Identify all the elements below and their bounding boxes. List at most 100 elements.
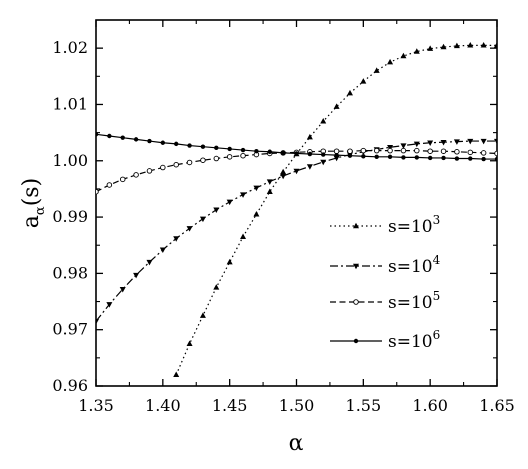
data-point xyxy=(227,146,232,152)
data-point xyxy=(213,284,220,290)
data-point xyxy=(427,155,433,161)
legend-marker xyxy=(353,263,359,270)
data-point xyxy=(199,312,206,318)
legend-marker xyxy=(353,222,359,229)
x-tick-label: 1.65 xyxy=(479,396,515,415)
data-point xyxy=(413,48,420,54)
data-point xyxy=(441,155,446,161)
data-point xyxy=(173,161,179,168)
data-point xyxy=(387,145,394,151)
y-tick-label: 1.01 xyxy=(52,94,88,113)
data-point xyxy=(400,52,407,59)
legend-label: s=106 xyxy=(388,328,440,352)
data-point xyxy=(280,150,286,156)
data-point xyxy=(214,145,219,151)
data-point xyxy=(146,259,153,266)
data-point xyxy=(440,43,447,50)
data-point xyxy=(333,103,340,109)
data-point xyxy=(266,188,273,194)
data-point xyxy=(254,148,259,154)
data-point xyxy=(120,135,125,140)
data-point xyxy=(333,148,340,154)
data-point xyxy=(187,143,192,148)
data-point xyxy=(160,140,166,145)
data-point xyxy=(374,154,379,160)
x-tick-label: 1.55 xyxy=(346,396,382,415)
data-point xyxy=(159,247,166,254)
data-point xyxy=(306,133,313,140)
data-point xyxy=(373,147,380,154)
y-tick-label: 0.99 xyxy=(52,207,88,226)
series-1 xyxy=(173,42,497,377)
y-tick-label: 0.96 xyxy=(52,376,88,395)
data-point xyxy=(494,156,497,162)
data-point xyxy=(133,137,139,142)
data-point xyxy=(186,226,193,232)
data-point xyxy=(186,159,193,166)
data-point xyxy=(360,147,367,154)
y-tick-label: 0.98 xyxy=(52,263,88,282)
legend-entry: s=103 xyxy=(330,213,440,237)
data-point xyxy=(347,148,353,154)
data-point xyxy=(427,45,434,51)
data-point xyxy=(454,156,460,161)
data-point xyxy=(96,319,99,325)
data-point xyxy=(387,147,393,154)
data-point xyxy=(480,138,487,145)
data-point xyxy=(467,42,474,48)
data-point xyxy=(240,152,246,159)
data-point xyxy=(147,138,152,144)
data-point xyxy=(133,172,139,178)
legend-marker xyxy=(353,338,359,344)
data-point xyxy=(133,272,140,279)
legend-entry: s=105 xyxy=(330,289,440,313)
series-line xyxy=(175,44,497,375)
data-point xyxy=(294,151,299,156)
x-tick-label: 1.60 xyxy=(412,396,448,415)
data-point xyxy=(413,141,420,148)
legend: s=103 s=104 s=105 s=106 xyxy=(330,213,441,352)
data-point xyxy=(427,140,434,147)
data-point xyxy=(454,149,460,155)
data-point xyxy=(267,149,272,154)
data-point xyxy=(240,233,247,239)
data-point xyxy=(253,210,260,217)
data-point xyxy=(320,118,327,124)
data-point xyxy=(253,185,260,192)
data-point xyxy=(373,67,380,73)
legend-marker xyxy=(353,299,359,305)
series-2 xyxy=(96,138,497,325)
data-point xyxy=(160,164,166,171)
data-point xyxy=(440,139,447,146)
data-point xyxy=(427,148,433,154)
data-point xyxy=(280,168,287,175)
legend-label: s=103 xyxy=(388,213,440,237)
data-point xyxy=(481,156,486,162)
data-point xyxy=(146,168,153,174)
data-point xyxy=(480,42,487,48)
data-point xyxy=(453,139,460,145)
y-axis-label: aα(s) xyxy=(19,178,48,228)
data-point xyxy=(320,159,327,166)
data-point xyxy=(213,155,220,162)
data-point xyxy=(467,149,474,156)
x-tick-label: 1.35 xyxy=(78,396,114,415)
x-tick-label: 1.40 xyxy=(145,396,181,415)
y-tick-label: 0.97 xyxy=(52,320,88,339)
data-point xyxy=(106,302,113,308)
data-point xyxy=(174,141,179,147)
data-point xyxy=(480,150,487,156)
data-point xyxy=(96,188,99,195)
data-point xyxy=(494,150,497,157)
data-point xyxy=(400,143,407,149)
data-point xyxy=(240,147,246,153)
data-point xyxy=(307,151,313,157)
data-point xyxy=(213,207,220,214)
legend-entry: s=104 xyxy=(330,253,441,277)
data-point xyxy=(200,157,206,163)
legend-label: s=105 xyxy=(388,289,440,313)
data-point xyxy=(199,216,206,223)
data-point xyxy=(334,152,339,158)
data-point xyxy=(414,147,420,154)
